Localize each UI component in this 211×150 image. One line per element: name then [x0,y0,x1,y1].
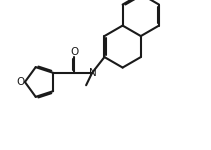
Text: O: O [16,77,25,87]
Text: O: O [70,47,78,57]
Text: N: N [89,68,96,78]
